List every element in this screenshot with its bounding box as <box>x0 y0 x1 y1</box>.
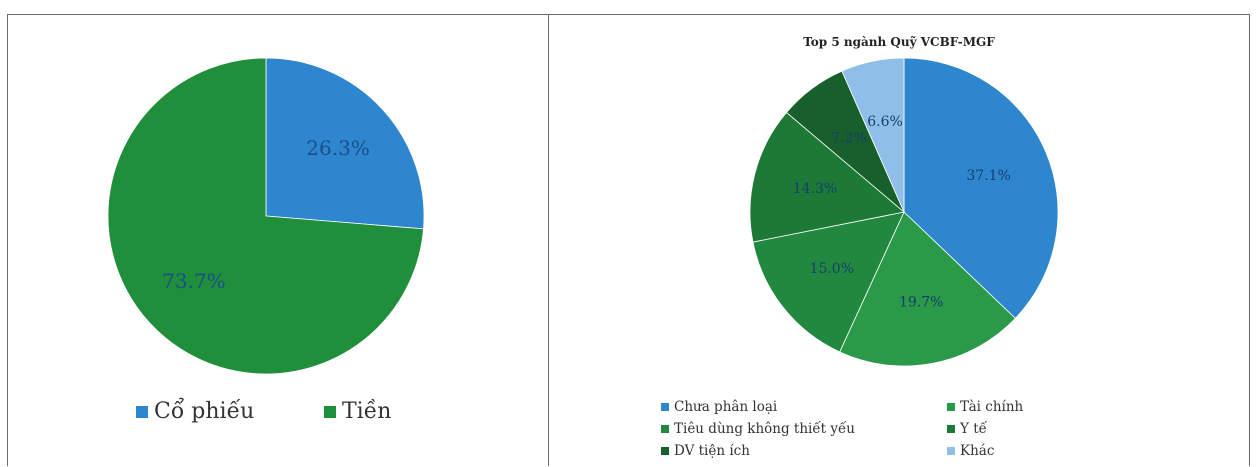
legend-swatch-y-te <box>947 425 955 433</box>
legend-swatch-chua-phan-loai <box>661 403 669 411</box>
legend-label-co-phieu: Cổ phiếu <box>154 399 255 424</box>
slice-label-tai-chinh: 19.7% <box>899 294 943 310</box>
chart-title: Top 5 ngành Quỹ VCBF-MGF <box>803 35 995 49</box>
slice-label-y-te: 14.3% <box>793 181 837 197</box>
legend-swatch-tai-chinh <box>947 403 955 411</box>
legend-label-tien: Tiền <box>342 399 392 424</box>
pie-slice-chua-phan-loai <box>903 57 1059 319</box>
legend-item-dv-tien-ich: DV tiện ích <box>661 443 750 459</box>
legend-label-dv-tien-ich: DV tiện ích <box>674 443 750 459</box>
legend-label-tai-chinh: Tài chính <box>960 399 1024 415</box>
legend-label-y-te: Y tế <box>960 421 987 437</box>
legend-swatch-khac <box>947 447 955 455</box>
allocation-chart-panel: 26.3% 73.7% Cổ phiếu Tiền <box>7 14 548 466</box>
legend-swatch-co-phieu <box>136 405 148 418</box>
slice-label-tien: 73.7% <box>162 269 226 293</box>
legend-swatch-tien <box>324 405 336 418</box>
slice-label-co-phieu: 26.3% <box>306 136 370 160</box>
legend-item-tien: Tiền <box>324 399 391 424</box>
legend-item-tieu-dung: Tiêu dùng không thiết yếu <box>661 421 855 437</box>
legend-item-tai-chinh: Tài chính <box>947 399 1023 415</box>
slice-label-tieu-dung-khong-thiet-yeu: 15.0% <box>810 261 854 277</box>
legend-swatch-tieu-dung <box>661 425 669 433</box>
legend-swatch-dv-tien-ich <box>661 447 669 455</box>
pie-slice-y-te <box>749 111 905 243</box>
legend-item-khac: Khác <box>947 443 994 459</box>
legend-label-chua-phan-loai: Chưa phân loại <box>674 399 778 415</box>
sector-pie-chart: 37.1% 19.7% 15.0% 14.3% 7.2%6.6% <box>749 57 1059 367</box>
slice-label-chua-phan-loai: 37.1% <box>966 168 1010 184</box>
slice-label-khac: 6.6% <box>867 114 903 130</box>
legend-label-khac: Khác <box>960 443 995 459</box>
allocation-pie-chart: 26.3% 73.7% <box>107 57 425 375</box>
pie-slice-tien <box>107 57 424 375</box>
pie-slice-tai-chinh <box>839 211 1016 367</box>
pie-slice-co-phieu <box>265 57 425 230</box>
pie-slice-khac <box>841 57 905 213</box>
legend-item-y-te: Y tế <box>947 421 987 437</box>
slice-label-dv-tien-ich: 7.2% <box>831 130 867 146</box>
legend-label-tieu-dung: Tiêu dùng không thiết yếu <box>674 421 855 437</box>
legend-item-co-phieu: Cổ phiếu <box>136 399 254 424</box>
pie-slice-tieu-dung-khong-thiet-yeu <box>752 211 905 353</box>
sector-chart-panel: Top 5 ngành Quỹ VCBF-MGF 37.1% 19.7% 15.0%… <box>548 14 1250 466</box>
legend-item-chua-phan-loai: Chưa phân loại <box>661 399 777 415</box>
